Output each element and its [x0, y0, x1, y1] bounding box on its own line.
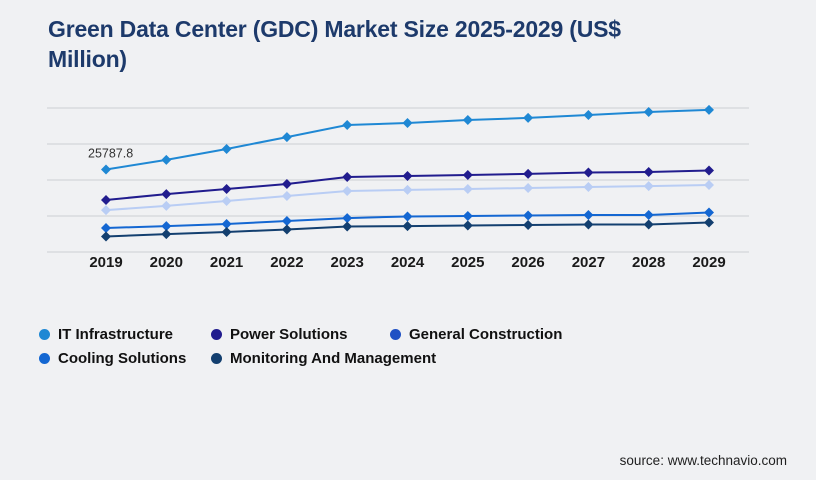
data-point-it-infrastructure	[161, 154, 172, 165]
data-point-cooling-solutions	[583, 210, 594, 221]
legend-item-cooling-solutions: Cooling Solutions	[39, 350, 211, 367]
legend-row: Cooling Solutions Monitoring And Manageme…	[39, 346, 679, 370]
data-point-cooling-solutions	[402, 211, 413, 222]
legend: IT Infrastructure Power Solutions General …	[39, 322, 679, 370]
data-point-monitoring-and-management	[342, 221, 353, 232]
data-point-power-solutions	[342, 171, 353, 182]
legend-label: IT Infrastructure	[58, 325, 174, 343]
x-axis-label: 2023	[331, 254, 364, 271]
page-title: Green Data Center (GDC) Market Size 2025…	[48, 16, 621, 72]
data-point-monitoring-and-management	[704, 217, 714, 228]
market-chart: 25787.8 2019 2020 2021 2022 2023 2024 2025 2026 2…	[47, 104, 749, 271]
data-point-general-construction	[101, 205, 111, 216]
data-point-cooling-solutions	[704, 207, 714, 218]
legend-label: Monitoring And Management	[230, 349, 437, 367]
x-axis-label: 2022	[270, 254, 303, 271]
data-point-general-construction	[643, 181, 654, 192]
legend-item-power-solutions: Power Solutions	[211, 326, 390, 343]
data-point-cooling-solutions	[462, 211, 473, 221]
data-point-general-construction	[583, 182, 594, 193]
data-point-cooling-solutions	[281, 215, 292, 226]
data-point-it-infrastructure	[523, 112, 534, 123]
data-point-general-construction	[342, 186, 353, 197]
x-axis-label: 2025	[451, 254, 484, 271]
legend-item-monitoring-and-management: Monitoring And Management	[211, 350, 436, 367]
data-point-power-solutions	[281, 179, 292, 189]
data-point-power-solutions	[643, 167, 654, 177]
data-point-it-infrastructure	[281, 132, 292, 143]
data-point-label: 25787.8	[88, 146, 133, 160]
data-point-it-infrastructure	[101, 164, 111, 175]
data-point-it-infrastructure	[583, 110, 594, 121]
x-axis-label: 2024	[391, 254, 425, 271]
data-point-it-infrastructure	[221, 143, 232, 154]
data-point-power-solutions	[583, 167, 594, 178]
data-point-general-construction	[402, 184, 413, 195]
data-point-it-infrastructure	[462, 115, 473, 125]
data-point-power-solutions	[704, 165, 714, 176]
legend-dot-icon	[390, 328, 401, 340]
data-point-it-infrastructure	[342, 119, 353, 130]
data-point-cooling-solutions	[643, 210, 654, 221]
data-point-it-infrastructure	[643, 107, 654, 117]
data-point-monitoring-and-management	[583, 219, 594, 230]
legend-dot-icon	[211, 352, 222, 364]
data-point-monitoring-and-management	[402, 221, 413, 232]
data-point-monitoring-and-management	[462, 220, 473, 231]
data-point-general-construction	[281, 191, 292, 201]
data-point-cooling-solutions	[221, 219, 232, 229]
legend-item-general-construction: General Construction	[390, 326, 562, 343]
data-point-general-construction	[221, 195, 232, 206]
data-point-power-solutions	[462, 170, 473, 181]
legend-dot-icon	[39, 352, 50, 364]
legend-label: General Construction	[409, 325, 563, 343]
data-point-cooling-solutions	[342, 213, 353, 224]
x-axis-label: 2028	[632, 254, 665, 271]
legend-label: Cooling Solutions	[58, 349, 187, 367]
data-point-general-construction	[704, 179, 714, 190]
legend-row: IT Infrastructure Power Solutions General …	[39, 322, 679, 346]
data-point-general-construction	[523, 183, 534, 193]
data-point-power-solutions	[402, 171, 413, 181]
source-note: source: www.technavio.com	[619, 453, 787, 468]
data-point-monitoring-and-management	[523, 219, 534, 230]
data-point-general-construction	[462, 183, 473, 194]
data-point-cooling-solutions	[101, 223, 111, 233]
data-point-monitoring-and-management	[281, 224, 292, 235]
data-point-monitoring-and-management	[643, 219, 654, 230]
data-point-general-construction	[161, 200, 172, 211]
data-point-power-solutions	[523, 168, 534, 179]
data-point-it-infrastructure	[402, 118, 413, 129]
data-point-power-solutions	[221, 183, 232, 194]
legend-label: Power Solutions	[230, 325, 348, 343]
x-axis-label: 2027	[572, 254, 605, 271]
data-point-monitoring-and-management	[221, 227, 232, 237]
x-axis-label: 2021	[210, 254, 243, 271]
legend-item-it-infrastructure: IT Infrastructure	[39, 326, 211, 343]
data-point-cooling-solutions	[161, 221, 172, 232]
data-point-it-infrastructure	[704, 104, 714, 115]
data-point-monitoring-and-management	[161, 229, 172, 240]
x-axis-label: 2026	[511, 254, 544, 271]
data-point-cooling-solutions	[523, 210, 534, 221]
x-axis-label: 2029	[692, 254, 725, 271]
x-axis-label: 2020	[150, 254, 183, 271]
data-point-power-solutions	[101, 195, 111, 205]
x-axis-label: 2019	[89, 254, 122, 271]
data-point-monitoring-and-management	[101, 231, 111, 242]
legend-dot-icon	[39, 328, 50, 340]
data-point-power-solutions	[161, 189, 172, 200]
legend-dot-icon	[211, 328, 222, 340]
